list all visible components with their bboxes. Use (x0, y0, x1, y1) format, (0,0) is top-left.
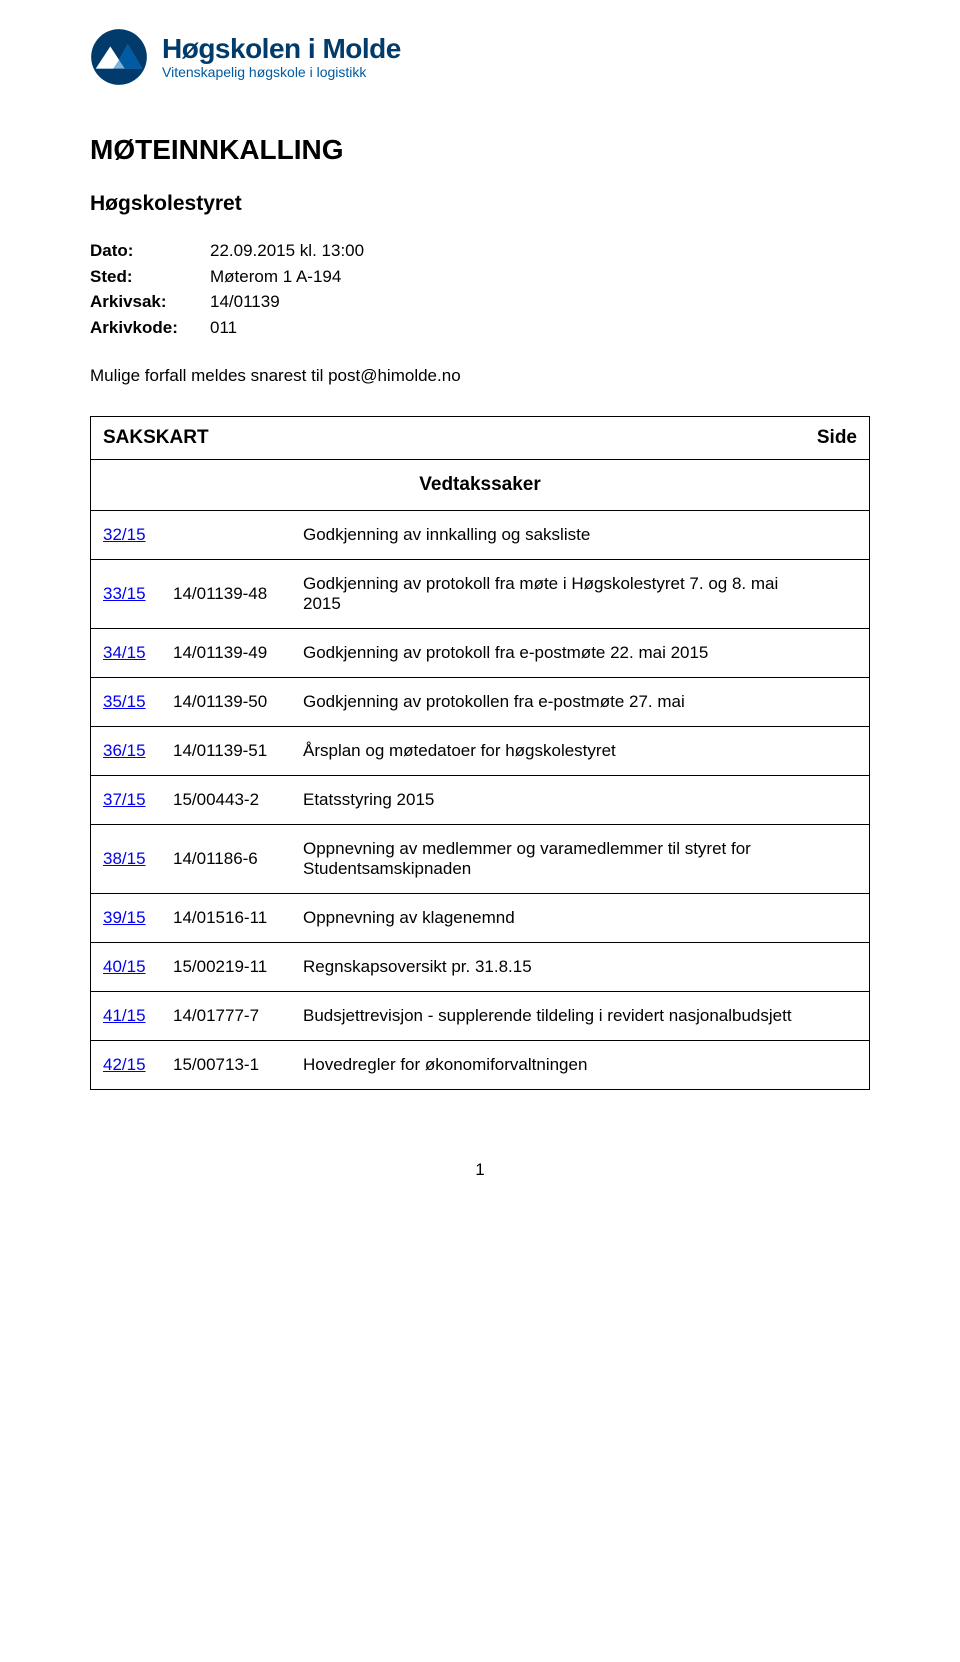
case-side (829, 727, 869, 776)
forfall-note: Mulige forfall meldes snarest til post@h… (90, 366, 870, 386)
logo-subtitle: Vitenskapelig høgskole i logistikk (162, 65, 401, 80)
case-link[interactable]: 41/15 (103, 1006, 146, 1025)
case-title: Godkjenning av protokoll fra e-postmøte … (291, 629, 829, 678)
case-link[interactable]: 33/15 (103, 584, 146, 603)
sakskart-table: SAKSKART Side Vedtakssaker 32/15 Godkjenn… (90, 416, 870, 1090)
case-title: Etatsstyring 2015 (291, 776, 829, 825)
case-link[interactable]: 42/15 (103, 1055, 146, 1074)
meta-arkivkode-label: Arkivkode: (90, 315, 210, 341)
sakskart-row: 33/15 14/01139-48Godkjenning av protokoll… (91, 560, 869, 629)
case-title: Godkjenning av protokollen fra e-postmøt… (291, 678, 829, 727)
document-title: MØTEINNKALLING (90, 134, 870, 166)
document-subtitle: Høgskolestyret (90, 192, 870, 216)
sakskart-side-heading: Side (817, 427, 857, 449)
case-id[interactable]: 36/15 (91, 727, 161, 776)
meta-arkivkode-value: 011 (210, 315, 237, 341)
case-side (829, 943, 869, 992)
case-id[interactable]: 41/15 (91, 992, 161, 1041)
sakskart-row: 42/15 15/00713-1Hovedregler for økonomifo… (91, 1041, 869, 1090)
sakskart-row: 38/15 14/01186-6Oppnevning av medlemmer o… (91, 825, 869, 894)
case-ref: 15/00219-11 (161, 943, 291, 992)
sakskart-row: 34/15 14/01139-49Godkjenning av protokoll… (91, 629, 869, 678)
sakskart-body: 32/15 Godkjenning av innkalling og saksli… (91, 511, 869, 1089)
case-side (829, 776, 869, 825)
case-id[interactable]: 38/15 (91, 825, 161, 894)
case-side (829, 560, 869, 629)
case-title: Godkjenning av innkalling og saksliste (291, 511, 829, 560)
sakskart-row: 37/15 15/00443-2Etatsstyring 2015 (91, 776, 869, 825)
case-link[interactable]: 36/15 (103, 741, 146, 760)
logo-title: Høgskolen i Molde (162, 34, 401, 63)
meta-sted-value: Møterom 1 A-194 (210, 264, 341, 290)
case-ref: 14/01139-49 (161, 629, 291, 678)
case-side (829, 629, 869, 678)
case-id[interactable]: 33/15 (91, 560, 161, 629)
case-title: Regnskapsoversikt pr. 31.8.15 (291, 943, 829, 992)
logo-text: Høgskolen i Molde Vitenskapelig høgskole… (162, 34, 401, 80)
case-side (829, 992, 869, 1041)
case-ref: 15/00713-1 (161, 1041, 291, 1090)
case-ref: 15/00443-2 (161, 776, 291, 825)
case-link[interactable]: 37/15 (103, 790, 146, 809)
case-side (829, 511, 869, 560)
sakskart-row: 32/15 Godkjenning av innkalling og saksli… (91, 511, 869, 560)
meta-arkivsak-value: 14/01139 (210, 289, 280, 315)
institution-logo: Høgskolen i Molde Vitenskapelig høgskole… (90, 28, 870, 86)
sakskart-row: 36/15 14/01139-51Årsplan og møtedatoer fo… (91, 727, 869, 776)
case-link[interactable]: 34/15 (103, 643, 146, 662)
meta-arkivsak-label: Arkivsak: (90, 289, 210, 315)
sakskart-row: 40/15 15/00219-11Regnskapsoversikt pr. 31… (91, 943, 869, 992)
sakskart-section-heading: Vedtakssaker (91, 460, 869, 511)
case-title: Oppnevning av klagenemnd (291, 894, 829, 943)
sakskart-row: 41/15 14/01777-7Budsjettrevisjon - supple… (91, 992, 869, 1041)
case-id[interactable]: 35/15 (91, 678, 161, 727)
case-id[interactable]: 34/15 (91, 629, 161, 678)
meeting-meta: Dato: 22.09.2015 kl. 13:00 Sted: Møterom… (90, 238, 870, 340)
sakskart-row: 35/15 14/01139-50Godkjenning av protokoll… (91, 678, 869, 727)
case-ref: 14/01516-11 (161, 894, 291, 943)
case-id[interactable]: 42/15 (91, 1041, 161, 1090)
case-title: Budsjettrevisjon - supplerende tildeling… (291, 992, 829, 1041)
case-id[interactable]: 39/15 (91, 894, 161, 943)
logo-mark-icon (90, 28, 148, 86)
case-ref: 14/01777-7 (161, 992, 291, 1041)
case-side (829, 1041, 869, 1090)
case-link[interactable]: 32/15 (103, 525, 146, 544)
sakskart-row: 39/15 14/01516-11Oppnevning av klagenemnd (91, 894, 869, 943)
case-side (829, 825, 869, 894)
case-ref: 14/01139-51 (161, 727, 291, 776)
sakskart-heading: SAKSKART (103, 427, 209, 449)
case-side (829, 678, 869, 727)
case-id[interactable]: 40/15 (91, 943, 161, 992)
case-title: Årsplan og møtedatoer for høgskolestyret (291, 727, 829, 776)
case-id[interactable]: 37/15 (91, 776, 161, 825)
case-link[interactable]: 38/15 (103, 849, 146, 868)
case-link[interactable]: 35/15 (103, 692, 146, 711)
case-side (829, 894, 869, 943)
document-page: Høgskolen i Molde Vitenskapelig høgskole… (0, 0, 960, 1220)
case-ref: 14/01186-6 (161, 825, 291, 894)
page-number: 1 (90, 1160, 870, 1180)
case-title: Oppnevning av medlemmer og varamedlemmer… (291, 825, 829, 894)
meta-dato-value: 22.09.2015 kl. 13:00 (210, 238, 364, 264)
meta-sted-label: Sted: (90, 264, 210, 290)
case-id[interactable]: 32/15 (91, 511, 161, 560)
case-title: Hovedregler for økonomiforvaltningen (291, 1041, 829, 1090)
case-ref: 14/01139-48 (161, 560, 291, 629)
case-ref: 14/01139-50 (161, 678, 291, 727)
case-title: Godkjenning av protokoll fra møte i Høgs… (291, 560, 829, 629)
case-link[interactable]: 39/15 (103, 908, 146, 927)
meta-dato-label: Dato: (90, 238, 210, 264)
case-ref (161, 511, 291, 560)
case-link[interactable]: 40/15 (103, 957, 146, 976)
